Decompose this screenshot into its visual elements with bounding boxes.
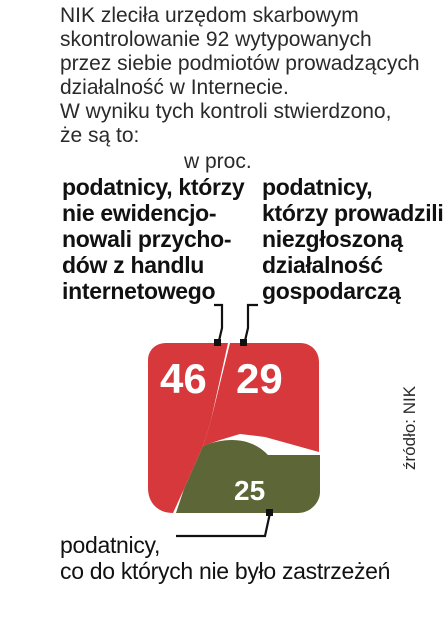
intro-line: że są to:	[60, 124, 140, 147]
category-line: gospodarczą	[262, 278, 401, 304]
unit-label: w proc.	[184, 150, 252, 173]
value-label-29: 29	[236, 355, 283, 402]
slice-46	[148, 343, 228, 513]
category-label-left: podatnicy, którzy nie ewidencjo- nowali …	[62, 174, 245, 304]
slice-29	[203, 343, 319, 452]
intro-line: przez siebie podmiotów prowadzących	[60, 52, 420, 75]
category-line: nie ewidencjo-	[62, 200, 217, 226]
marker-right	[240, 339, 247, 346]
intro-text: NIK zleciła urzędom skarbowym skontrolow…	[60, 4, 440, 148]
value-label-46: 46	[160, 355, 207, 402]
category-line: którzy prowadzili	[262, 200, 444, 226]
intro-line: działalność w Internecie.	[60, 76, 289, 99]
intro-line: skontrolowanie 92 wytypowanych	[60, 28, 372, 51]
category-line: nowali przycho-	[62, 226, 232, 252]
category-line: internetowego	[62, 278, 216, 304]
slice-25	[176, 439, 320, 513]
leader-line-right	[242, 303, 258, 346]
intro-line: W wyniku tych kontroli stwierdzono,	[60, 100, 392, 123]
marker-left	[214, 339, 221, 346]
category-label-right: podatnicy, którzy prowadzili niezgłoszon…	[262, 174, 444, 304]
category-line: podatnicy, którzy	[62, 174, 245, 200]
category-label-bottom: podatnicy, co do których nie było zastrz…	[60, 532, 390, 584]
value-label-25: 25	[234, 475, 265, 506]
category-line: podatnicy,	[262, 174, 373, 200]
category-line: działalność	[262, 252, 383, 278]
category-line: podatnicy,	[60, 532, 161, 558]
leader-line-bottom	[176, 512, 272, 538]
category-line: dów z handlu	[62, 252, 205, 278]
category-line: co do których nie było zastrzeżeń	[60, 558, 391, 584]
category-line: niezgłoszoną	[262, 226, 403, 252]
intro-line: NIK zleciła urzędom skarbowym	[60, 4, 359, 27]
marker-bottom	[266, 509, 273, 516]
leader-line-left	[214, 303, 224, 346]
